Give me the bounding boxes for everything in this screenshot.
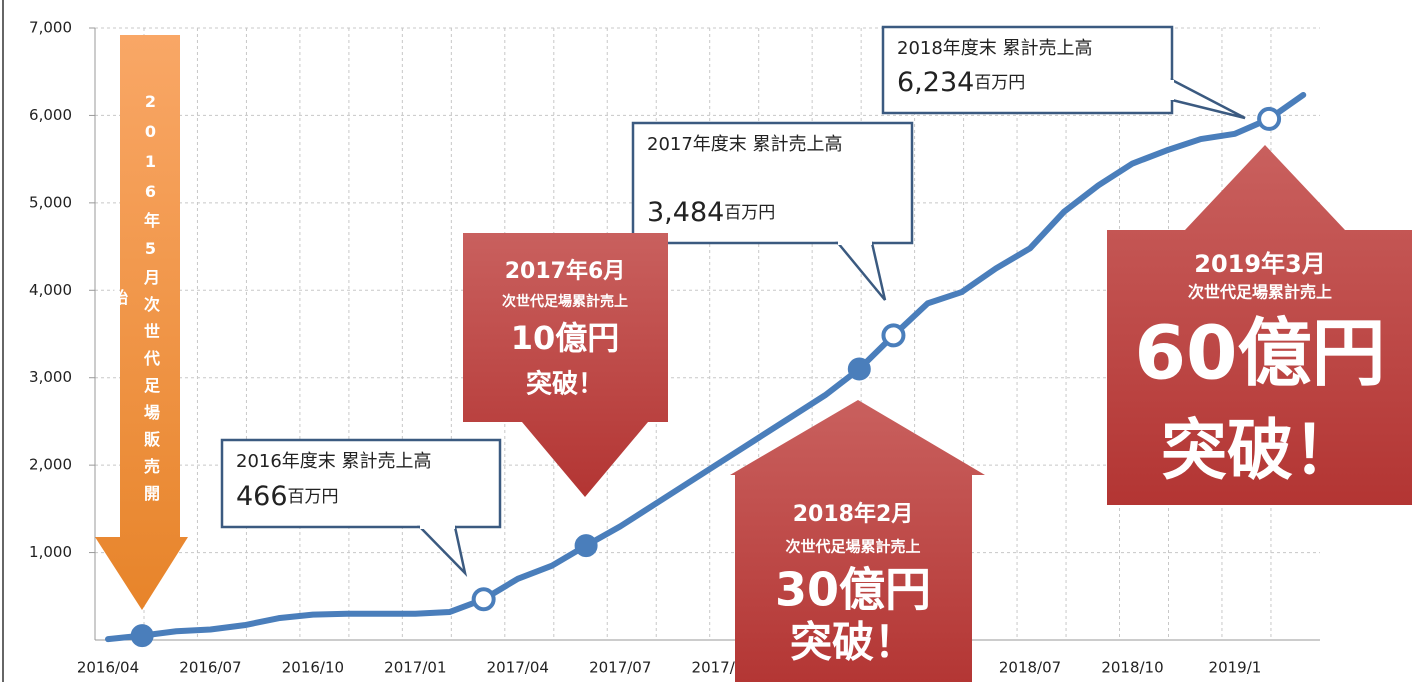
x-tick-label: 2017/04 [487,659,549,677]
callout-box [631,121,914,245]
x-tick-label: 2016/07 [179,659,241,677]
milestone-date: 2019年3月 [1194,250,1326,278]
y-tick-label: 2,000 [29,456,72,474]
callout-amount-number: 466 [236,481,288,512]
y-tick-label: 3,000 [29,368,72,386]
milestone-label: 次世代足場累計売上 [502,293,628,310]
milestone-text: 突破！ [526,369,604,400]
x-tick-label: 2017/01 [384,659,446,677]
callout-box [881,25,1174,115]
callout-amount-unit: 百万円 [974,73,1025,93]
milestone-label: 次世代足場累計売上 [785,538,920,556]
callout-tail [1170,77,1246,120]
y-tick-label: 6,000 [29,106,72,124]
callout-amount-number: 6,234 [897,67,974,98]
milestone-arrow [730,400,985,682]
callout-title: 2018年度末 累計売上高 [897,38,1093,59]
data-line [105,91,1307,643]
milestone-arrow [1107,145,1412,505]
launch-arrow [95,35,188,610]
y-tick-label: 5,000 [29,193,72,211]
marker [881,323,906,348]
callout-tail [417,525,468,577]
milestone-text: 突破！ [790,618,916,667]
milestone-amount: 10億円 [511,319,620,357]
callout-amount: 6,234百万円 [897,67,1025,98]
y-tick-label: 7,000 [29,19,72,37]
milestone-arrow [463,233,668,497]
marker [574,534,598,558]
callout-amount-unit: 百万円 [288,487,339,507]
x-tick-label: 2019/1 [1209,659,1262,677]
marker [847,357,871,381]
y-tick-label: 4,000 [29,281,72,299]
x-tick-label: 2016/04 [77,659,139,677]
callout-title: 2016年度末 累計売上高 [236,451,432,472]
callout-amount: 466百万円 [236,481,339,512]
milestone-text: 突破！ [1161,412,1359,489]
milestone-date: 2017年6月 [505,258,626,284]
marker [471,587,496,612]
milestone-amount: 30億円 [775,563,931,617]
x-tick-label: 2016/10 [282,659,344,677]
launch-text: 2016年5月次世代足場販売開始 [109,92,160,512]
marker [1257,106,1282,131]
milestone-date: 2018年2月 [793,501,914,527]
marker [130,624,154,648]
x-tick-label: 2017/07 [589,659,651,677]
x-tick-label: 2018/07 [999,659,1061,677]
callout-amount-unit: 百万円 [724,203,775,223]
x-tick-label: 2018/10 [1101,659,1163,677]
y-tick-label: 1,000 [29,543,72,561]
callout-amount: 3,484百万円 [647,197,775,228]
milestone-label: 次世代足場累計売上 [1188,283,1332,302]
callout-box [220,438,502,529]
callout-amount-number: 3,484 [647,197,724,228]
callout-tail [835,241,887,301]
milestone-amount: 60億円 [1135,311,1386,397]
callout-title: 2017年度末 累計売上高 [647,134,843,155]
